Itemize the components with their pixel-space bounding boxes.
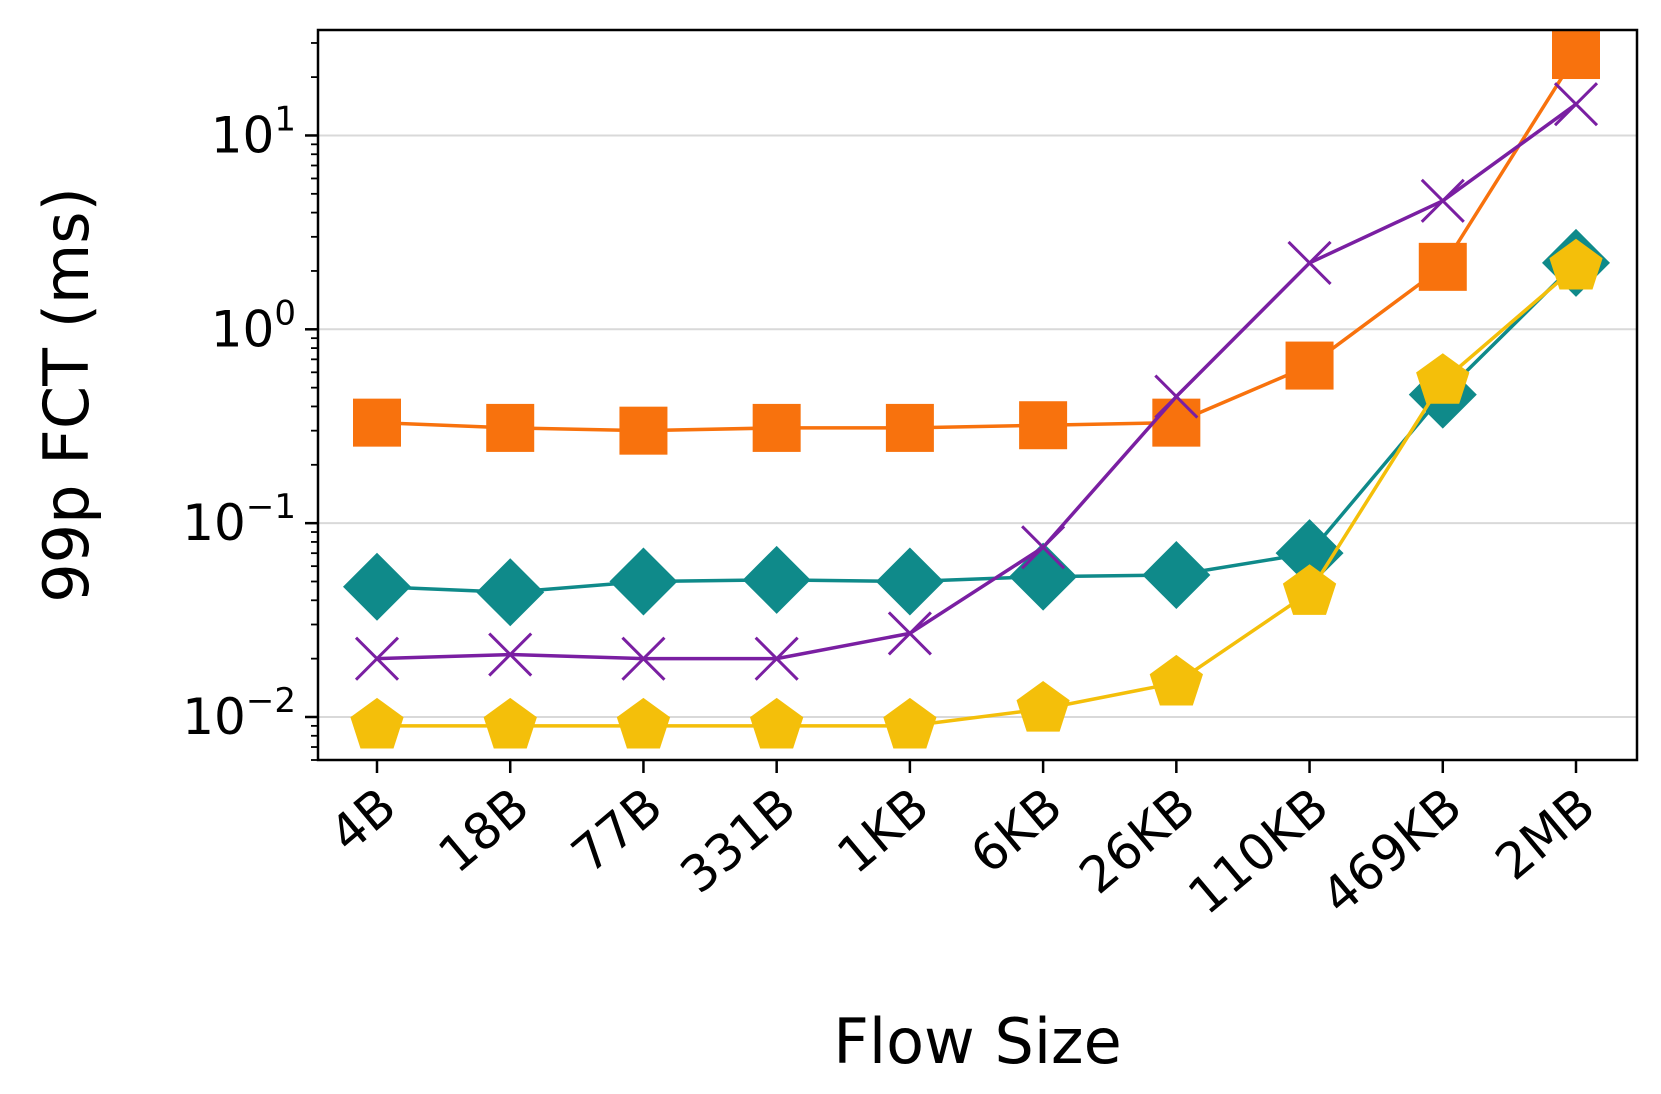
x-tick-label: 1KB [827, 777, 940, 885]
series-line [376, 102, 1578, 661]
y-tick-exponent: −2 [246, 681, 296, 721]
y-tick-label: 100 [211, 293, 296, 358]
x-marker [887, 611, 932, 656]
x-tick-label: 4B [319, 777, 407, 864]
x-axis-label: Flow Size [833, 1005, 1122, 1078]
y-tick-exponent: 1 [274, 99, 296, 139]
series-x [354, 82, 1599, 681]
square-marker [1285, 341, 1334, 390]
pentagon-marker [1416, 353, 1470, 404]
pentagon-marker [1149, 654, 1203, 706]
y-tick-exponent: 0 [274, 293, 296, 333]
x-tick-label: 469KB [1311, 777, 1473, 926]
plot-frame [316, 28, 1639, 762]
series-diamond [343, 228, 1610, 627]
series-pentagon [350, 238, 1603, 749]
x-marker [754, 636, 799, 681]
diamond-marker [609, 547, 678, 616]
x-tick-label: 6KB [960, 777, 1073, 885]
y-tick-label: 10−1 [182, 487, 296, 552]
pentagon-marker [616, 697, 671, 749]
x-marker [1021, 525, 1066, 570]
diamond-marker [1275, 519, 1344, 588]
x-marker [488, 632, 533, 677]
square-marker [752, 403, 801, 452]
square-marker [1552, 31, 1600, 80]
series-group [343, 31, 1610, 749]
y-tick-base: 10 [211, 300, 275, 358]
x-marker [1154, 374, 1199, 419]
diamond-marker [1009, 542, 1078, 611]
x-marker [621, 636, 666, 681]
pentagon-marker [350, 697, 404, 749]
x-tick-label: 77B [561, 777, 673, 884]
y-tick-exponent: −1 [246, 487, 296, 527]
x-tick-label: 331B [670, 777, 807, 905]
x-marker [1420, 178, 1465, 223]
pentagon-marker [1282, 564, 1337, 615]
x-marker [1287, 240, 1332, 285]
square-marker [619, 406, 668, 455]
square-marker [885, 403, 934, 452]
diamond-marker [343, 552, 411, 621]
y-tick-base: 10 [211, 106, 275, 164]
pentagon-marker [1016, 681, 1070, 732]
pentagon-marker [1549, 238, 1603, 290]
diamond-marker [875, 547, 944, 616]
series-line [377, 265, 1578, 728]
diamond-marker [742, 545, 811, 614]
diamond-marker [476, 558, 545, 627]
pentagon-marker [483, 697, 537, 749]
series-square [353, 31, 1600, 455]
pentagon-marker [883, 697, 937, 749]
series-line [376, 54, 1578, 433]
y-tick-label: 101 [211, 99, 296, 164]
pentagon-marker [750, 697, 804, 749]
x-marker [354, 636, 400, 681]
y-tick-label: 10−2 [182, 681, 296, 746]
x-tick-label: 110KB [1177, 777, 1339, 926]
diamond-marker [1142, 541, 1211, 610]
square-marker [1418, 242, 1467, 291]
y-tick-base: 10 [182, 494, 246, 552]
square-marker [1152, 398, 1201, 447]
square-marker [353, 398, 401, 447]
x-tick-label: 2MB [1485, 777, 1606, 892]
x-marker [1553, 82, 1599, 127]
x-tick-label: 18B [428, 777, 540, 884]
y-axis-label: 99p FCT (ms) [30, 187, 103, 603]
square-marker [486, 403, 535, 452]
series-line [376, 261, 1578, 595]
square-marker [1019, 401, 1068, 450]
y-tick-base: 10 [182, 688, 246, 746]
